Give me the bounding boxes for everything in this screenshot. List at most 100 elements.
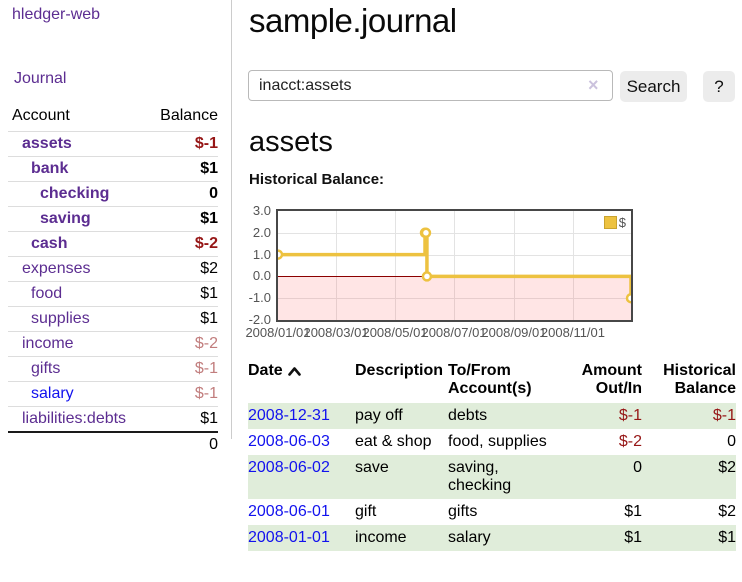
grid-line-x	[513, 211, 515, 320]
x-axis-tick-label: 2008/09/01	[481, 325, 547, 340]
historical-column-header: Historical Balance	[663, 362, 736, 397]
y-axis-tick-label: 1.0	[252, 246, 271, 262]
transaction-row: 2008-12-31 pay off debts $-1 $-1	[248, 403, 736, 429]
date-column-header[interactable]: Date	[248, 360, 355, 403]
y-axis-tick-label: 3.0	[252, 203, 271, 218]
data-point-marker	[420, 227, 432, 239]
account-link-cash[interactable]: cash	[31, 235, 68, 252]
transaction-date-link[interactable]: 2008-12-31	[248, 407, 330, 424]
account-balance: $1	[145, 156, 218, 182]
account-balance: $-2	[145, 331, 218, 357]
historical-balance-chart: $ 3.0 2.0 1.0 0.0 -1.0 -2.0 2008/01/01 2008/03/…	[241, 203, 671, 350]
transaction-accounts: food, supplies	[448, 433, 547, 450]
search-input[interactable]	[248, 70, 613, 101]
account-row-saving: saving $1	[8, 206, 218, 232]
account-row-supplies: supplies $1	[8, 306, 218, 332]
account-link-bank[interactable]: bank	[31, 160, 69, 177]
account-link-liabilities-debts[interactable]: liabilities:debts	[22, 410, 127, 427]
account-row-bank: bank $1	[8, 156, 218, 182]
transaction-amount: $1	[624, 503, 642, 520]
page-title: sample.journal	[249, 2, 457, 39]
account-balance: $1	[145, 206, 218, 232]
balance-line-series	[278, 227, 631, 304]
account-link-salary[interactable]: salary	[31, 385, 74, 402]
data-point-marker	[421, 271, 433, 282]
transaction-accounts: saving, checking	[448, 459, 512, 494]
account-row-checking: checking 0	[8, 181, 218, 207]
account-balance: $-1	[145, 356, 218, 382]
transaction-amount: 0	[633, 459, 642, 476]
x-axis-tick-label: 2008/05/01	[362, 325, 428, 340]
x-axis-tick-label: 2008/01/01	[245, 325, 311, 340]
transaction-description: gift	[355, 503, 377, 520]
grid-line-y	[278, 254, 631, 256]
accounts-table: Account Balance assets $-1 bank $1 check…	[8, 105, 218, 457]
grid-line-x	[572, 211, 574, 320]
x-axis-tick-label: 2008/03/01	[303, 325, 369, 340]
register-header-row: Date Description To/From Account(s) Amou…	[248, 360, 736, 403]
grid-line-x	[336, 211, 338, 320]
sidebar: hledger-web Journal Account Balance asse…	[0, 0, 232, 457]
account-balance: $2	[145, 256, 218, 282]
y-axis-tick-label: 2.0	[252, 224, 271, 240]
transaction-row: 2008-01-01 income salary $1 $1	[248, 525, 736, 551]
transaction-date-link[interactable]: 2008-01-01	[248, 529, 330, 546]
transaction-date-link[interactable]: 2008-06-01	[248, 503, 330, 520]
transaction-balance: $2	[718, 503, 736, 520]
transaction-date-link[interactable]: 2008-06-02	[248, 459, 330, 476]
transaction-balance: $2	[718, 459, 736, 476]
account-column-header: Account	[8, 105, 146, 132]
account-row-liabilities-debts: liabilities:debts $1	[8, 406, 218, 432]
transaction-row: 2008-06-01 gift gifts $1 $2	[248, 499, 736, 525]
transaction-row: 2008-06-02 save saving, checking 0 $2	[248, 455, 736, 499]
grid-line-y	[278, 298, 631, 300]
grid-line-y	[278, 232, 631, 234]
transaction-amount: $1	[624, 529, 642, 546]
account-row-assets: assets $-1	[8, 131, 218, 157]
account-link-gifts[interactable]: gifts	[31, 360, 61, 377]
transaction-amount: $-1	[618, 407, 642, 424]
transaction-accounts: salary	[448, 529, 491, 546]
tofrom-column-header: To/From Account(s)	[448, 362, 532, 397]
account-link-saving[interactable]: saving	[40, 210, 91, 227]
transaction-date-link[interactable]: 2008-06-03	[248, 433, 330, 450]
transaction-amount: $-2	[618, 433, 642, 450]
account-link-checking[interactable]: checking	[40, 185, 110, 202]
help-button[interactable]: ?	[703, 71, 735, 102]
brand-link[interactable]: hledger-web	[12, 6, 101, 23]
account-balance: $1	[145, 406, 218, 432]
sidebar-item-journal[interactable]: Journal	[14, 70, 67, 87]
transaction-description: pay off	[355, 407, 403, 424]
search-button[interactable]: Search	[620, 71, 687, 102]
account-balance: $-1	[145, 381, 218, 407]
accounts-total-row: 0	[8, 431, 218, 457]
x-axis-tick-label: 2008/07/01	[421, 325, 487, 340]
clear-search-icon[interactable]: ×	[588, 75, 599, 95]
transaction-accounts: gifts	[448, 503, 478, 520]
accounts-header-row: Account Balance	[8, 105, 218, 132]
amount-column-header: Amount Out/In	[581, 362, 642, 397]
y-axis-tick-label: -1.0	[248, 290, 271, 306]
sort-ascending-icon	[287, 367, 301, 376]
y-axis-tick-label: -2.0	[248, 312, 271, 327]
transaction-balance: $-1	[712, 407, 736, 424]
account-balance: $-1	[145, 131, 218, 157]
legend-swatch	[603, 216, 617, 229]
account-link-assets[interactable]: assets	[22, 135, 72, 152]
account-link-income[interactable]: income	[22, 335, 74, 352]
data-point-marker	[625, 292, 631, 304]
grid-line-x	[454, 211, 456, 320]
account-balance: 0	[145, 181, 218, 207]
account-balance: $-2	[145, 231, 218, 257]
account-heading: assets	[249, 126, 333, 158]
account-balance: $1	[145, 281, 218, 307]
account-row-expenses: expenses $2	[8, 256, 218, 282]
transaction-description: eat & shop	[355, 433, 432, 450]
account-row-salary: salary $-1	[8, 381, 218, 407]
account-row-cash: cash $-2	[8, 231, 218, 257]
account-link-supplies[interactable]: supplies	[31, 310, 90, 327]
transaction-description: save	[355, 459, 389, 476]
account-link-food[interactable]: food	[31, 285, 63, 302]
account-link-expenses[interactable]: expenses	[22, 260, 91, 277]
